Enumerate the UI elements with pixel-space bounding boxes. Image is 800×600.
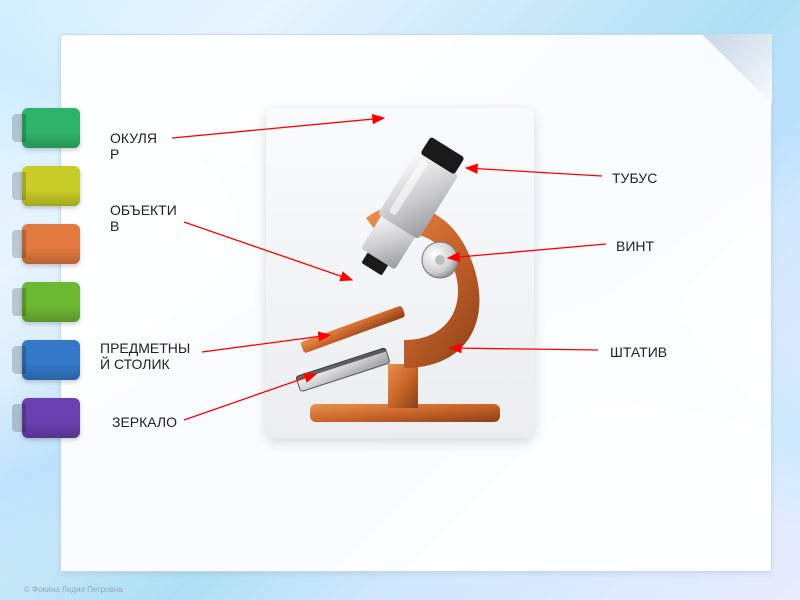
microscope-icon	[266, 108, 534, 438]
side-tab-3	[22, 282, 80, 322]
label-объекти-в: ОБЪЕКТИ В	[110, 202, 177, 234]
label-зеркало: ЗЕРКАЛО	[112, 414, 177, 430]
side-tabs	[22, 108, 80, 438]
label-окуля-р: ОКУЛЯ Р	[110, 130, 157, 162]
side-tab-5	[22, 398, 80, 438]
label-винт: ВИНТ	[616, 238, 654, 254]
attribution-text: © Фокина Лидия Петровна	[24, 585, 123, 594]
label-штатив: ШТАТИВ	[610, 344, 667, 360]
microscope-panel	[266, 108, 534, 438]
side-tab-2	[22, 224, 80, 264]
side-tab-4	[22, 340, 80, 380]
side-tab-1	[22, 166, 80, 206]
label-тубус: ТУБУС	[612, 170, 657, 186]
label-предметны-й-столик: ПРЕДМЕТНЫ Й СТОЛИК	[100, 340, 190, 372]
side-tab-0	[22, 108, 80, 148]
